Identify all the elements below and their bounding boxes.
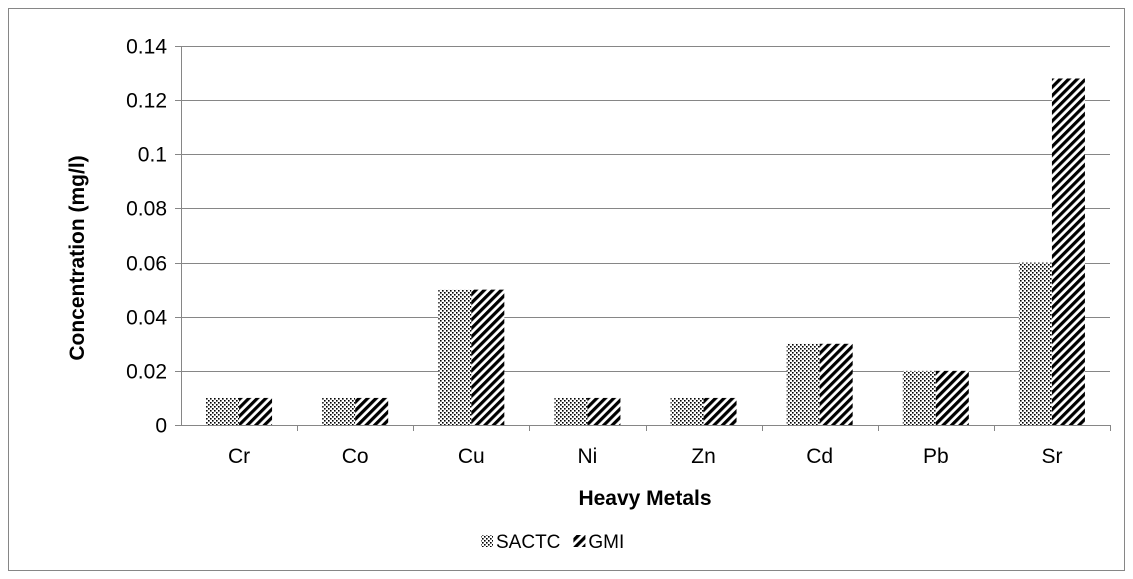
bar-sactc-co bbox=[322, 397, 356, 425]
x-axis-title: Heavy Metals bbox=[578, 487, 711, 510]
bar-sactc-sr bbox=[1018, 262, 1052, 425]
bar-gmi-cu bbox=[471, 289, 505, 425]
axes: 0 0.02 0.04 0.06 0.08 0.1 0.12 0.14 Cr Co Cu Ni Zn Cd… bbox=[126, 36, 1111, 468]
x-tick-label: Sr bbox=[1041, 445, 1062, 468]
bar-sactc-cu bbox=[438, 289, 472, 425]
y-tick-label: 0.06 bbox=[126, 253, 167, 276]
legend-label-gmi: GMI bbox=[588, 532, 624, 553]
bar-sactc-cr bbox=[206, 397, 240, 425]
gridlines bbox=[181, 46, 1110, 372]
bar-gmi-cd bbox=[819, 343, 853, 425]
x-tick-label: Co bbox=[342, 445, 369, 468]
legend-swatch-sactc bbox=[481, 535, 493, 547]
bar-sactc-pb bbox=[902, 370, 936, 425]
y-tick-label: 0.02 bbox=[126, 361, 167, 384]
x-tick-label: Cd bbox=[806, 445, 833, 468]
bar-sactc-cd bbox=[786, 343, 820, 425]
bar-gmi-zn bbox=[703, 397, 737, 425]
bar-gmi-pb bbox=[935, 370, 969, 425]
y-tick-label: 0.12 bbox=[126, 90, 167, 113]
y-tick-label: 0.1 bbox=[138, 144, 167, 167]
x-tick-label: Pb bbox=[923, 445, 949, 468]
x-tick-label: Cr bbox=[228, 445, 250, 468]
legend: SACTC GMI bbox=[481, 532, 624, 553]
x-tick-label: Cu bbox=[458, 445, 485, 468]
y-axis-title: Concentration (mg/l) bbox=[66, 155, 89, 360]
bar-gmi-cr bbox=[239, 397, 273, 425]
bar-sactc-zn bbox=[670, 397, 704, 425]
x-tick-label: Ni bbox=[578, 445, 598, 468]
legend-label-sactc: SACTC bbox=[496, 532, 560, 553]
y-tick-label: 0.08 bbox=[126, 198, 167, 221]
chart-border bbox=[8, 8, 1125, 571]
bar-gmi-sr bbox=[1051, 78, 1085, 425]
y-tick-label: 0 bbox=[155, 415, 167, 438]
bars bbox=[206, 78, 1085, 425]
y-tick-label: 0.14 bbox=[126, 36, 167, 59]
bar-gmi-co bbox=[355, 397, 389, 425]
x-tick-label: Zn bbox=[691, 445, 716, 468]
legend-swatch-gmi bbox=[573, 535, 586, 547]
bar-sactc-ni bbox=[554, 397, 588, 425]
y-tick-label: 0.04 bbox=[126, 307, 167, 330]
bar-gmi-ni bbox=[587, 397, 621, 425]
